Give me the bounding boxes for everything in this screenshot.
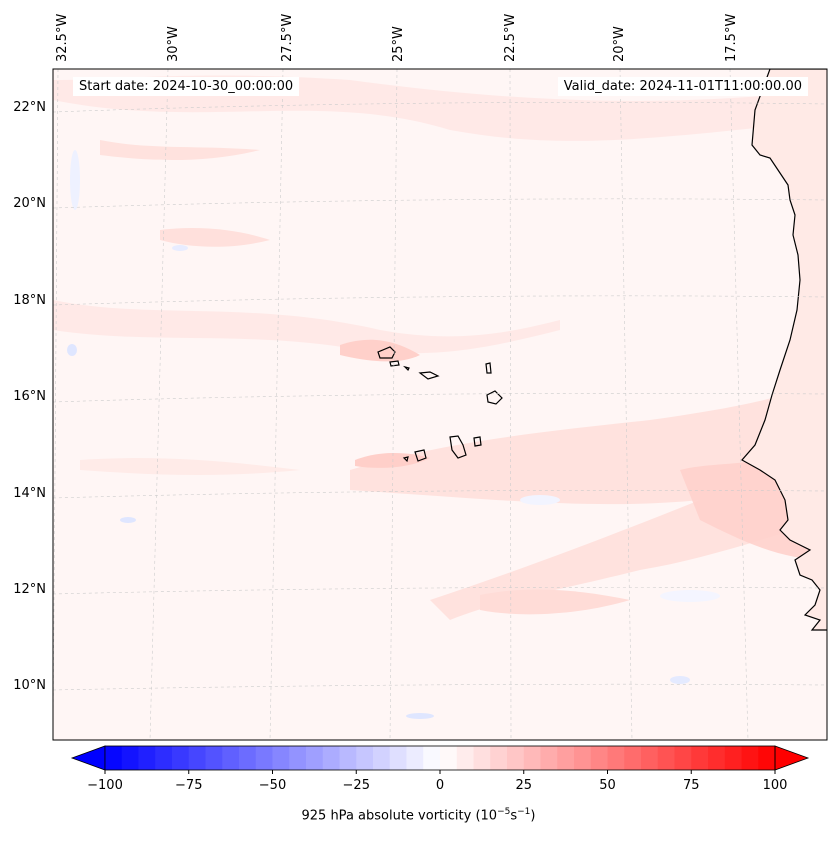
map-frame [52,68,828,741]
lon-label: 32.5°W [55,14,70,62]
colorbar-step [356,746,374,770]
lat-label: 22°N [13,100,46,115]
colorbar-tick-label: 75 [683,778,700,793]
colorbar-step [188,746,206,770]
colorbar-tick-label: 0 [436,778,444,793]
lon-label: 22.5°W [503,14,518,62]
colorbar-tick-label: −50 [259,778,286,793]
colorbar-step [456,746,474,770]
latitude-labels: 22°N 20°N 18°N 16°N 14°N 12°N 10°N [13,100,46,693]
lat-label: 16°N [13,389,46,404]
colorbar-step [741,746,759,770]
colorbar-step [557,746,575,770]
colorbar-step [373,746,391,770]
colorbar-step [205,746,223,770]
longitude-labels: 32.5°W 30°W 27.5°W 25°W 22.5°W 20°W 17.5… [55,14,739,62]
colorbar-title: 925 hPa absolute vorticity (10−5s−1) [301,807,536,824]
colorbar-step [758,746,776,770]
vorticity-field [53,69,827,740]
lat-label: 20°N [13,196,46,211]
lon-label: 20°W [612,26,627,62]
colorbar-step [322,746,340,770]
colorbar-step [523,746,541,770]
colorbar-step [540,746,558,770]
lat-label: 10°N [13,678,46,693]
colorbar-step [507,746,525,770]
colorbar-step [272,746,290,770]
lon-label: 25°W [391,26,406,62]
colorbar-steps [105,746,776,770]
colorbar-tick-label: −75 [175,778,202,793]
colorbar-step [339,746,357,770]
colorbar-step [624,746,642,770]
graticule [53,69,827,740]
colorbar-step [473,746,491,770]
colorbar-tick-label: −25 [343,778,370,793]
colorbar-step [172,746,190,770]
colorbar-step [691,746,709,770]
colorbar-tick-label: −100 [87,778,123,793]
colorbar-step [590,746,608,770]
colorbar-max-extend [774,745,810,771]
colorbar: −100 −75 −50 −25 0 25 50 75 100 [70,745,810,793]
colorbar-step [708,746,726,770]
colorbar-step [389,746,407,770]
colorbar-tick-label: 25 [515,778,532,793]
lat-label: 12°N [13,582,46,597]
island-boa-vista [486,390,503,405]
colorbar-step [255,746,273,770]
colorbar-step [406,746,424,770]
colorbar-min-extend [70,745,106,771]
lat-label: 18°N [13,293,46,308]
start-date-label: Start date: 2024-10-30_00:00:00 [73,77,300,96]
colorbar-step [155,746,173,770]
colorbar-step [289,746,307,770]
island-santo-antao [377,346,396,359]
colorbar-step [607,746,625,770]
coastline [741,69,827,631]
lon-label: 17.5°W [724,14,739,62]
colorbar-step [574,746,592,770]
colorbar-step [641,746,659,770]
colorbar-step [724,746,742,770]
colorbar-step [239,746,257,770]
colorbar-tick-label: 50 [599,778,616,793]
lon-label: 27.5°W [280,14,295,62]
colorbar-tick-label: 100 [763,778,788,793]
lat-label: 14°N [13,486,46,501]
valid-date-label: Valid_date: 2024-11-01T11:00:00.00 [557,77,808,96]
colorbar-step [121,746,139,770]
colorbar-step [440,746,458,770]
colorbar-step [490,746,508,770]
island-santiago [449,435,467,459]
colorbar-step [674,746,692,770]
colorbar-step [105,746,123,770]
colorbar-step [306,746,324,770]
colorbar-step [138,746,156,770]
colorbar-step [657,746,675,770]
lon-label: 30°W [166,26,181,62]
colorbar-step [423,746,441,770]
colorbar-step [222,746,240,770]
